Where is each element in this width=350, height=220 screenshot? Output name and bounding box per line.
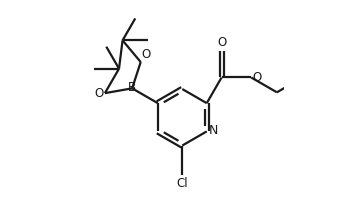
Text: O: O	[142, 48, 151, 61]
Text: N: N	[209, 124, 218, 137]
Text: Cl: Cl	[176, 177, 188, 190]
Text: O: O	[253, 71, 262, 84]
Text: B: B	[128, 81, 136, 94]
Text: O: O	[94, 87, 104, 100]
Text: O: O	[217, 36, 226, 49]
